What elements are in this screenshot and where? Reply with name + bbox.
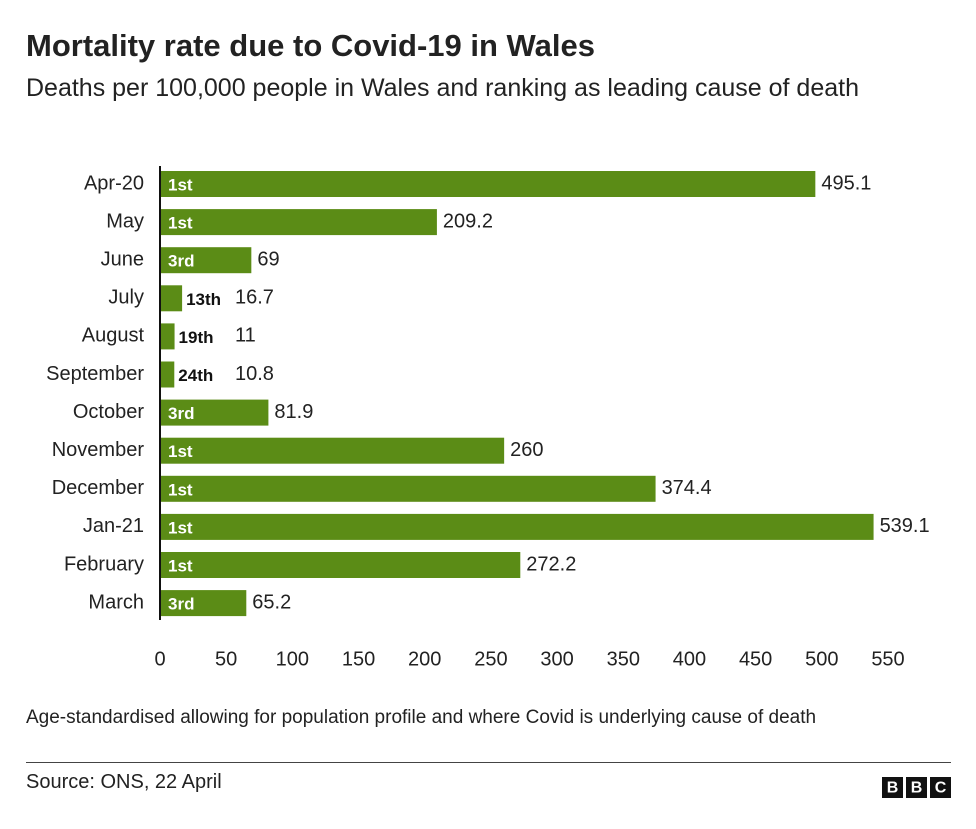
value-label: 65.2	[252, 591, 291, 613]
y-tick-label: August	[82, 325, 145, 347]
x-tick-label: 450	[739, 648, 772, 670]
y-tick-label: June	[101, 248, 144, 270]
rank-label: 1st	[168, 556, 193, 575]
rank-label: 19th	[179, 328, 214, 347]
y-tick-label: February	[64, 553, 144, 575]
rank-label: 24th	[178, 366, 213, 385]
footnote: Age-standardised allowing for population…	[26, 707, 817, 728]
logo-box	[882, 777, 903, 798]
bar	[160, 209, 437, 236]
value-label: 81.9	[274, 401, 313, 423]
x-tick-label: 350	[607, 648, 640, 670]
y-tick-label: July	[108, 287, 144, 309]
value-label: 10.8	[235, 363, 274, 385]
y-tick-label: September	[46, 363, 144, 385]
chart-subtitle: Deaths per 100,000 people in Wales and r…	[26, 74, 859, 102]
bar	[160, 361, 175, 388]
x-tick-label: 0	[154, 648, 165, 670]
y-tick-label: March	[88, 591, 144, 613]
x-tick-label: 400	[673, 648, 706, 670]
rank-label: 1st	[168, 442, 193, 461]
rank-label: 1st	[168, 214, 193, 233]
bar	[160, 513, 874, 540]
y-tick-label: Jan-21	[83, 515, 144, 537]
bar	[160, 552, 521, 578]
value-label: 16.7	[235, 287, 274, 309]
bar	[160, 437, 505, 464]
bar	[160, 285, 183, 312]
value-label: 260	[510, 439, 543, 461]
logo-letter: B	[911, 780, 923, 797]
value-label: 539.1	[880, 515, 930, 537]
x-tick-label: 550	[871, 648, 904, 670]
rank-label: 3rd	[168, 595, 194, 614]
x-tick-label: 200	[408, 648, 441, 670]
rank-label: 1st	[168, 175, 193, 194]
value-label: 374.4	[662, 477, 712, 499]
value-label: 11	[235, 325, 256, 347]
logo-letter: C	[935, 780, 947, 797]
x-tick-label: 300	[540, 648, 573, 670]
logo-letter: B	[887, 780, 899, 797]
bar	[160, 399, 269, 426]
value-label: 209.2	[443, 210, 493, 232]
chart-title: Mortality rate due to Covid-19 in Wales	[26, 28, 596, 63]
x-tick-label: 500	[805, 648, 838, 670]
y-tick-label: October	[73, 401, 144, 423]
rank-label: 13th	[186, 290, 221, 309]
x-tick-label: 150	[342, 648, 375, 670]
source: Source: ONS, 22 April	[26, 771, 222, 793]
bar	[160, 247, 252, 274]
rank-label: 1st	[168, 480, 193, 499]
x-tick-label: 100	[276, 648, 309, 670]
rank-label: 3rd	[168, 404, 194, 423]
logo-box	[930, 777, 951, 798]
value-label: 69	[257, 248, 279, 270]
logo-box	[906, 777, 927, 798]
x-tick-label: 50	[215, 648, 237, 670]
y-tick-label: May	[106, 210, 144, 232]
value-label: 272.2	[526, 553, 576, 575]
y-tick-label: December	[52, 477, 145, 499]
y-tick-label: November	[52, 439, 145, 461]
bar	[160, 590, 247, 617]
rank-label: 3rd	[168, 252, 194, 271]
y-tick-label: Apr-20	[84, 172, 144, 194]
bar	[160, 171, 816, 197]
x-tick-label: 250	[474, 648, 507, 670]
rank-label: 1st	[168, 518, 193, 537]
bar	[160, 475, 656, 502]
bar	[160, 323, 175, 350]
value-label: 495.1	[821, 172, 871, 194]
divider	[26, 762, 951, 763]
